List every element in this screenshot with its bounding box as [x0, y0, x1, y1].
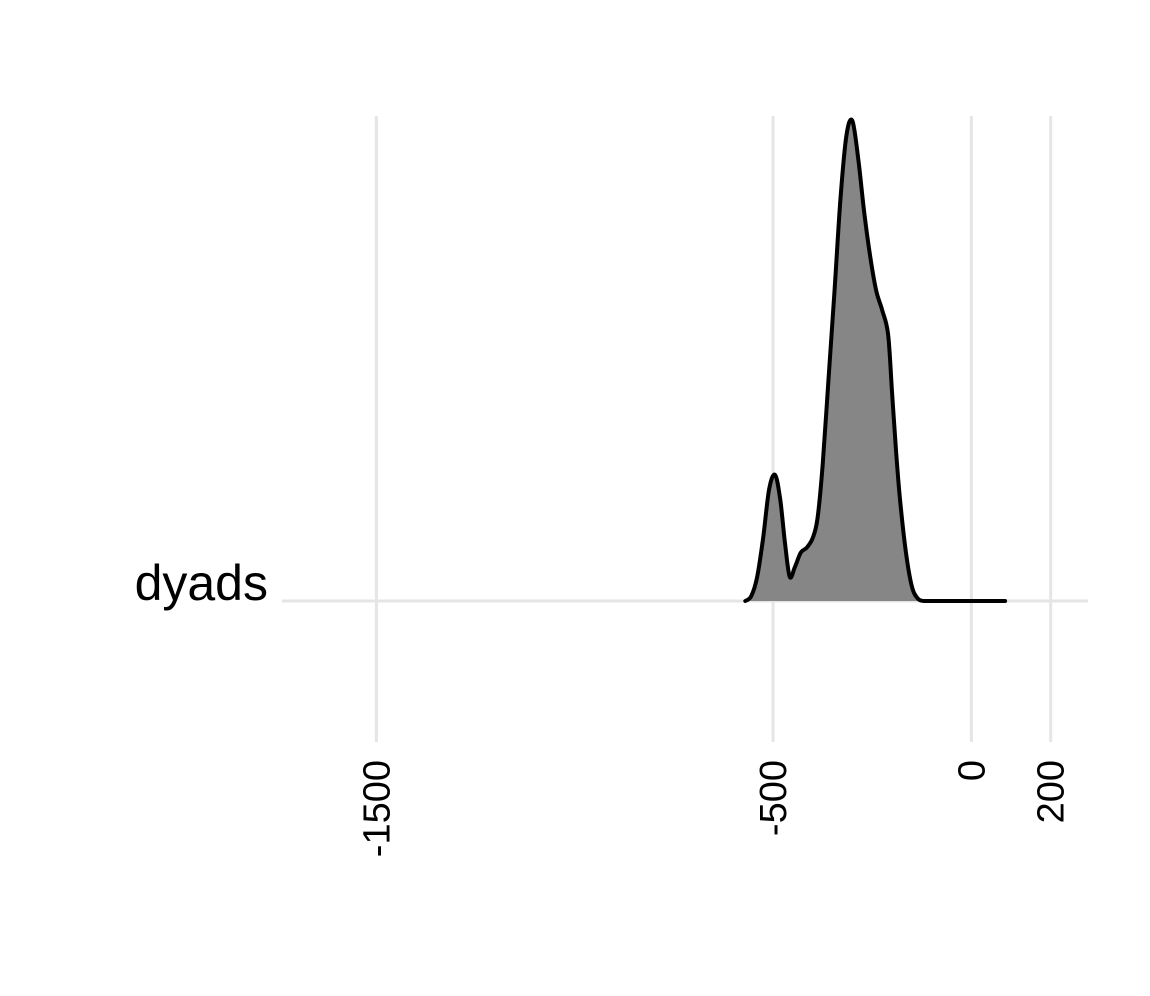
density-series [743, 117, 1008, 603]
density-area [745, 119, 1006, 601]
x-tick-label: -1500 [356, 760, 398, 857]
density-outline [743, 117, 1008, 603]
grid-lines [282, 116, 1088, 742]
x-tick-label: 200 [1031, 760, 1073, 823]
category-label: dyads [135, 555, 268, 611]
x-tick-label: 0 [951, 760, 993, 781]
x-tick-label: -500 [753, 760, 795, 836]
axis-labels: -1500 -500 0 200 dyads [135, 555, 1073, 857]
